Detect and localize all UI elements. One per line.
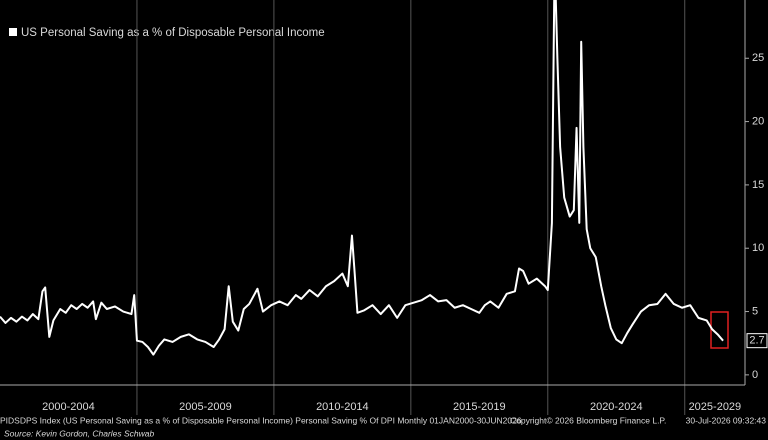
y-tick-label: 15	[752, 179, 764, 191]
x-tick-label: 2005-2009	[179, 401, 232, 413]
highlight-box	[710, 311, 729, 349]
x-tick-label: 2020-2024	[590, 401, 643, 413]
y-tick-label: 20	[752, 115, 764, 127]
x-tick-label: 2010-2014	[316, 401, 369, 413]
x-tick-label: 2015-2019	[453, 401, 506, 413]
legend-swatch	[9, 28, 17, 36]
line-series	[0, 0, 724, 356]
x-tick-label: 2000-2004	[42, 401, 95, 413]
y-tick-label: 10	[752, 242, 764, 254]
y-tick-label: 0	[752, 369, 758, 381]
y-tick-label: 25	[752, 52, 764, 64]
copyright: Copyright© 2026 Bloomberg Finance L.P.	[510, 415, 666, 425]
source: Source: Kevin Gordon, Charles Schwab	[4, 428, 155, 438]
x-tick-label: 2025-2029	[689, 401, 742, 413]
footer: PIDSDPS Index (US Personal Saving as a %…	[0, 415, 522, 425]
timestamp: 30-Jul-2026 09:32:43	[686, 415, 767, 425]
plot-area	[0, 0, 724, 356]
last-value-box	[746, 333, 768, 349]
last-value-label: 2.7	[749, 335, 764, 347]
y-tick-label: 5	[752, 305, 758, 317]
legend-label: US Personal Saving as a % of Disposable …	[21, 27, 325, 39]
